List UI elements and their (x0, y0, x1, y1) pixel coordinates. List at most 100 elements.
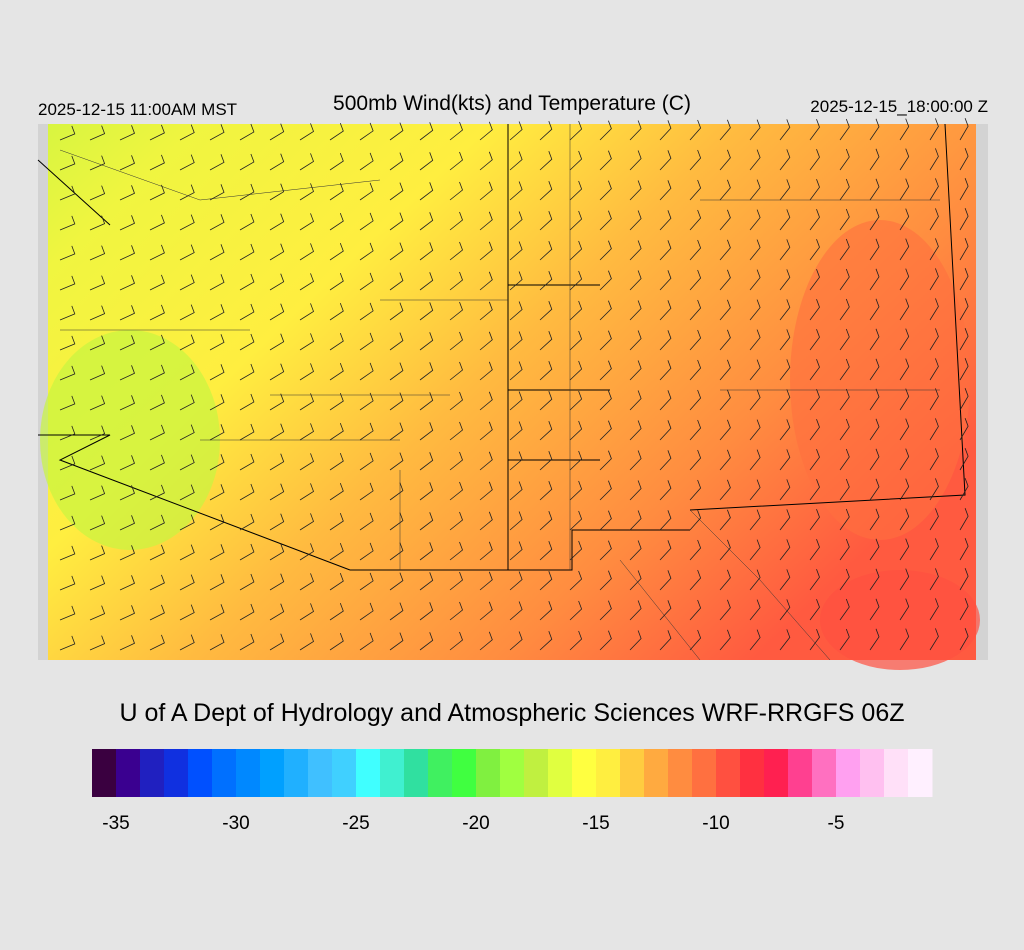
wind-barb (539, 391, 553, 411)
wind-barb (539, 331, 553, 351)
wind-barb (749, 419, 761, 441)
wind-barb (59, 245, 76, 261)
wind-barb (599, 630, 612, 651)
wind-barb (779, 329, 791, 351)
wind-barb (599, 390, 612, 411)
wind-barb (479, 541, 493, 561)
wind-barb (899, 478, 910, 501)
wind-barb (539, 361, 553, 381)
wind-barb (659, 630, 672, 651)
colorbar-tick-label: -35 (102, 813, 129, 834)
wind-barb (899, 328, 910, 351)
wind-barb (719, 149, 731, 171)
wind-barb (419, 212, 434, 231)
wind-barb (419, 272, 434, 291)
wind-barb (449, 451, 463, 471)
wind-barb (359, 362, 374, 381)
wind-barb (59, 125, 76, 141)
wind-barb (449, 301, 463, 321)
wind-barb (539, 151, 553, 171)
wind-barb (89, 485, 106, 501)
wind-barb (569, 300, 583, 321)
wind-barb (809, 239, 820, 261)
colorbar-swatch (572, 749, 597, 797)
wind-barb (929, 568, 939, 591)
wind-barb (719, 269, 731, 291)
wind-barb (299, 273, 314, 291)
wind-barb (569, 540, 583, 561)
wind-barb (839, 178, 850, 201)
valid-utc: 2025-12-15_18:00:00 Z (810, 97, 988, 116)
wind-barb (479, 271, 493, 291)
wind-barb (209, 304, 225, 321)
wind-barb (719, 389, 731, 411)
wind-barb (779, 389, 791, 411)
wind-barb (599, 480, 612, 501)
wind-barb (509, 481, 523, 501)
wind-barb (539, 211, 553, 231)
wind-barb (719, 419, 731, 441)
wind-barb (509, 421, 523, 441)
wind-barb (599, 240, 612, 261)
wind-barb (329, 182, 344, 201)
wind-barb (299, 363, 314, 381)
wind-barb (329, 482, 344, 501)
wind-barb (449, 181, 463, 201)
wind-barb (449, 511, 463, 531)
wind-barb (239, 333, 255, 351)
wind-barb (449, 271, 463, 291)
wind-barb (899, 388, 910, 411)
wind-barb (749, 269, 761, 291)
wind-barb (599, 540, 612, 561)
wind-barb (269, 393, 285, 411)
wind-barb (479, 181, 493, 201)
wind-barb (629, 330, 642, 351)
wind-barb (479, 211, 493, 231)
wind-barb (749, 539, 761, 561)
wind-barb (899, 148, 910, 171)
wind-barb (449, 361, 463, 381)
wind-barb (449, 601, 463, 621)
wind-barb (329, 542, 344, 561)
wind-barb (959, 238, 969, 261)
wind-barb (719, 629, 731, 651)
wind-barb (239, 273, 255, 291)
credit: U of A Dept of Hydrology and Atmospheric… (119, 699, 904, 727)
colorbar-tick-label: -30 (222, 813, 249, 834)
wind-barb (209, 334, 225, 351)
wind-barb (89, 185, 106, 201)
wind-barb (929, 208, 939, 231)
wind-barb (809, 359, 820, 381)
wind-barb (569, 390, 583, 411)
wind-barb (119, 575, 136, 591)
wind-barb (239, 423, 255, 441)
wind-barb (839, 118, 850, 141)
wind-barb (149, 124, 165, 141)
wind-barb (89, 395, 106, 411)
wind-barb (929, 148, 939, 171)
wind-barb (659, 330, 672, 351)
wind-barb (239, 243, 255, 261)
wind-barb (629, 240, 642, 261)
wind-barb (509, 601, 523, 621)
wind-barb (509, 571, 523, 591)
colorbar: -35 -30 -25 -20 -15 -10 -5 (92, 749, 933, 834)
wind-barb (119, 545, 136, 561)
wind-barb (869, 418, 880, 441)
wind-barb (179, 454, 195, 471)
wind-barb (299, 243, 314, 261)
wind-barb (779, 209, 791, 231)
wind-barb (749, 389, 761, 411)
wind-barb (239, 153, 255, 171)
wind-barb (59, 185, 76, 201)
wind-barb (839, 448, 850, 471)
wind-barb (599, 120, 612, 141)
wind-barb (869, 298, 880, 321)
wind-barb (239, 513, 255, 531)
wind-barb (89, 155, 106, 171)
wind-barb (269, 603, 285, 621)
wind-barb (569, 420, 583, 441)
colorbar-swatch (644, 749, 669, 797)
wind-barb (569, 240, 583, 261)
